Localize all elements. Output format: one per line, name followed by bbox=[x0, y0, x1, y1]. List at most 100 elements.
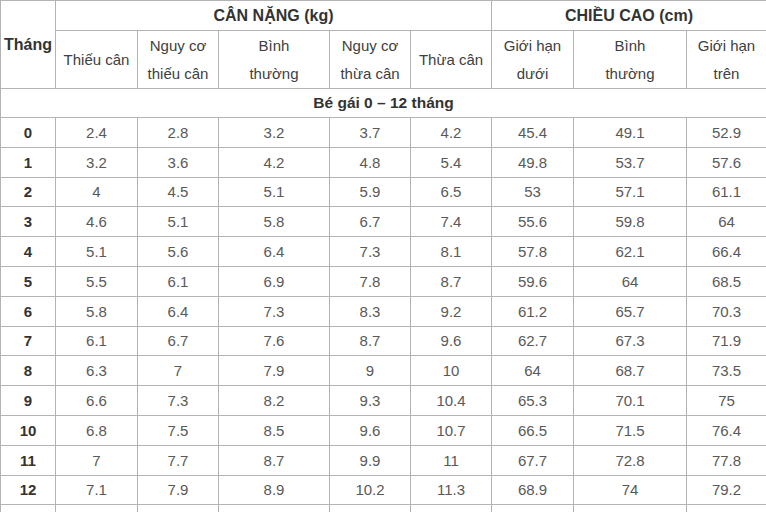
value-cell: 8.7 bbox=[219, 445, 330, 475]
value-cell: 57.6 bbox=[687, 147, 766, 177]
value-cell: 55.6 bbox=[492, 207, 574, 237]
value-cell: 76.4 bbox=[687, 415, 766, 445]
value-cell: 5.1 bbox=[219, 177, 330, 207]
value-cell: 71.5 bbox=[574, 415, 687, 445]
month-cell: 1 bbox=[1, 147, 56, 177]
value-cell: 9.6 bbox=[330, 415, 411, 445]
value-cell: 68.5 bbox=[687, 266, 766, 296]
value-cell: 72.8 bbox=[574, 445, 687, 475]
month-cell: 6 bbox=[1, 296, 56, 326]
value-cell: 53 bbox=[492, 177, 574, 207]
value-cell: 70.3 bbox=[687, 296, 766, 326]
month-cell: 8 bbox=[1, 356, 56, 386]
section-title-row: Bé gái 0 – 12 tháng bbox=[1, 89, 766, 118]
value-cell: 10.7 bbox=[411, 415, 492, 445]
month-cell: 3 bbox=[1, 207, 56, 237]
table-row: 86.377.99106468.773.5 bbox=[1, 356, 766, 386]
value-cell: 5.1 bbox=[138, 207, 219, 237]
month-cell: 2 bbox=[1, 177, 56, 207]
value-cell bbox=[574, 505, 687, 512]
value-cell: 3.6 bbox=[138, 147, 219, 177]
value-cell: 49.8 bbox=[492, 147, 574, 177]
table-row: 96.67.38.29.310.465.370.175 bbox=[1, 386, 766, 416]
value-cell: 61.1 bbox=[687, 177, 766, 207]
value-cell: 7.7 bbox=[138, 445, 219, 475]
value-cell bbox=[492, 505, 574, 512]
group-header-row: Tháng CÂN NẶNG (kg) CHIỀU CAO (cm) bbox=[1, 1, 766, 31]
table-row: 76.16.77.68.79.662.767.371.9 bbox=[1, 326, 766, 356]
value-cell: 6.9 bbox=[219, 266, 330, 296]
value-cell: 62.7 bbox=[492, 326, 574, 356]
value-cell: 7.5 bbox=[138, 415, 219, 445]
growth-table: Tháng CÂN NẶNG (kg) CHIỀU CAO (cm) Thiếu… bbox=[0, 0, 766, 512]
col-header-height-upper: Giới hạn trên bbox=[687, 31, 766, 89]
value-cell bbox=[219, 505, 330, 512]
month-cell: 11 bbox=[1, 445, 56, 475]
value-cell: 7.9 bbox=[138, 475, 219, 505]
value-cell: 4.5 bbox=[138, 177, 219, 207]
value-cell: 5.9 bbox=[330, 177, 411, 207]
month-cell: 9 bbox=[1, 386, 56, 416]
value-cell: 74 bbox=[574, 475, 687, 505]
value-cell: 71.9 bbox=[687, 326, 766, 356]
value-cell: 7.8 bbox=[330, 266, 411, 296]
value-cell: 2.4 bbox=[56, 118, 138, 148]
value-cell: 64 bbox=[574, 266, 687, 296]
value-cell: 68.7 bbox=[574, 356, 687, 386]
value-cell: 8.7 bbox=[330, 326, 411, 356]
value-cell: 6.7 bbox=[138, 326, 219, 356]
value-cell: 9 bbox=[330, 356, 411, 386]
table-body: 02.42.83.23.74.245.449.152.913.23.64.24.… bbox=[1, 118, 766, 512]
value-cell bbox=[330, 505, 411, 512]
value-cell: 77.8 bbox=[687, 445, 766, 475]
value-cell: 6.5 bbox=[411, 177, 492, 207]
col-header-risk-overweight: Nguy cơ thừa cân bbox=[330, 31, 411, 89]
value-cell: 45.4 bbox=[492, 118, 574, 148]
value-cell: 53.7 bbox=[574, 147, 687, 177]
value-cell: 3.2 bbox=[219, 118, 330, 148]
page-viewport: Tháng CÂN NẶNG (kg) CHIỀU CAO (cm) Thiếu… bbox=[0, 0, 766, 512]
value-cell: 9.6 bbox=[411, 326, 492, 356]
value-cell: 73.5 bbox=[687, 356, 766, 386]
value-cell: 7 bbox=[138, 356, 219, 386]
table-row: 1177.78.79.91167.772.877.8 bbox=[1, 445, 766, 475]
value-cell: 9.2 bbox=[411, 296, 492, 326]
value-cell: 61.2 bbox=[492, 296, 574, 326]
value-cell: 2.8 bbox=[138, 118, 219, 148]
month-cell: 4 bbox=[1, 237, 56, 267]
value-cell: 75 bbox=[687, 386, 766, 416]
value-cell: 64 bbox=[687, 207, 766, 237]
value-cell bbox=[687, 505, 766, 512]
table-row: 106.87.58.59.610.766.571.576.4 bbox=[1, 415, 766, 445]
value-cell: 49.1 bbox=[574, 118, 687, 148]
col-header-underweight: Thiếu cân bbox=[56, 31, 138, 89]
value-cell: 5.1 bbox=[56, 237, 138, 267]
month-cell: 12 bbox=[1, 475, 56, 505]
col-header-month: Tháng bbox=[1, 1, 56, 89]
value-cell: 4 bbox=[56, 177, 138, 207]
value-cell: 67.7 bbox=[492, 445, 574, 475]
value-cell bbox=[56, 505, 138, 512]
value-cell: 66.4 bbox=[687, 237, 766, 267]
value-cell: 8.5 bbox=[219, 415, 330, 445]
value-cell bbox=[411, 505, 492, 512]
value-cell: 67.3 bbox=[574, 326, 687, 356]
month-cell: 0 bbox=[1, 118, 56, 148]
value-cell: 7.3 bbox=[138, 386, 219, 416]
value-cell: 11 bbox=[411, 445, 492, 475]
table-row: 55.56.16.97.88.759.66468.5 bbox=[1, 266, 766, 296]
value-cell: 52.9 bbox=[687, 118, 766, 148]
value-cell: 4.6 bbox=[56, 207, 138, 237]
value-cell: 11.3 bbox=[411, 475, 492, 505]
value-cell: 10.4 bbox=[411, 386, 492, 416]
month-cell: 5 bbox=[1, 266, 56, 296]
value-cell: 3.2 bbox=[56, 147, 138, 177]
table-row: 02.42.83.23.74.245.449.152.9 bbox=[1, 118, 766, 148]
value-cell: 9.3 bbox=[330, 386, 411, 416]
table-row: 244.55.15.96.55357.161.1 bbox=[1, 177, 766, 207]
value-cell: 59.6 bbox=[492, 266, 574, 296]
value-cell: 8.9 bbox=[219, 475, 330, 505]
month-cell bbox=[1, 505, 56, 512]
table-row: 45.15.66.47.38.157.862.166.4 bbox=[1, 237, 766, 267]
value-cell: 57.8 bbox=[492, 237, 574, 267]
